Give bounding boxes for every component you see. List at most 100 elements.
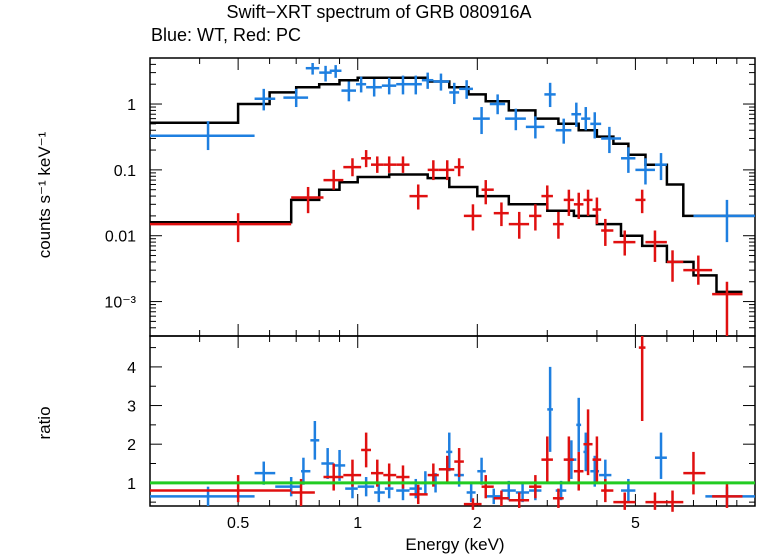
spectrum-point-pc (573, 192, 584, 219)
model-line-wt (150, 76, 755, 218)
spectrum-point-wt (254, 88, 276, 111)
spectrum-point-wt (355, 76, 367, 93)
spectrum-point-pc (613, 230, 636, 256)
ratio-point-pc (563, 436, 574, 483)
ratio-point-pc (683, 451, 706, 495)
spectrum-point-pc (361, 150, 372, 168)
spectrum-point-wt (590, 112, 602, 139)
spectrum-point-wt (421, 72, 434, 89)
spectrum-point-wt (555, 118, 572, 144)
spectrum-point-wt (449, 82, 460, 105)
spectrum-panel-frame (149, 57, 756, 337)
spectrum-point-wt (305, 62, 320, 75)
spectrum-point-pc (645, 230, 667, 262)
spectrum-point-pc (454, 158, 464, 177)
ratio-panel-frame (149, 335, 756, 507)
ratio-point-wt (446, 432, 453, 472)
ratio-panel (149, 335, 756, 507)
ratio-point-pc (323, 463, 344, 491)
chart-subtitle: Blue: WT, Red: PC (151, 25, 302, 45)
spectrum-point-pc (343, 158, 362, 177)
spectrum-point-pc (601, 218, 614, 246)
tick-labels: 0.5 1 2 5 1 0.1 0.01 10⁻³ 1 2 3 4 (104, 97, 640, 532)
ratio-point-pc (454, 448, 464, 478)
spectrum-point-wt (525, 116, 545, 139)
x-axis-label: Energy (keV) (405, 535, 504, 554)
spectrum-point-wt (381, 77, 397, 95)
spectrum-point-wt (319, 65, 332, 82)
spectrum-point-pc (409, 184, 428, 210)
spectrum-point-wt (544, 82, 556, 108)
spectrum-point-wt (571, 102, 582, 127)
ratio-point-wt (333, 449, 346, 481)
spectrum-point-pc (541, 185, 553, 210)
spectrum-point-pc (666, 250, 684, 282)
spectrum-point-wt (150, 121, 255, 151)
ratio-point-pc (541, 436, 553, 483)
y-tick-label-spectrum: 0.1 (114, 163, 136, 180)
spectrum-point-wt (396, 75, 410, 95)
ratio-point-pc (666, 490, 684, 512)
spectrum-point-pc (463, 204, 482, 231)
spectrum-point-pc (396, 156, 410, 173)
ratio-point-wt (310, 421, 320, 460)
y-tick-label-spectrum: 10⁻³ (104, 295, 136, 312)
spectrum-point-pc (683, 255, 713, 285)
spectrum-point-pc (291, 186, 324, 214)
spectrum-point-pc (635, 189, 646, 214)
ratio-point-pc (638, 336, 646, 421)
spectrum-point-pc (438, 160, 455, 181)
y-tick-label-ratio: 1 (127, 476, 136, 493)
spectrum-point-pc (583, 189, 593, 216)
spectrum-point-pc (592, 197, 602, 225)
ratio-point-wt (301, 457, 311, 485)
spectrum-point-wt (459, 80, 473, 99)
ratio-point-pc (613, 492, 636, 510)
spectrum-point-wt (366, 78, 382, 97)
ratio-point-wt (477, 457, 486, 485)
spectrum-point-wt (635, 158, 655, 185)
y-tick-label-ratio: 3 (127, 399, 136, 416)
spectrum-point-wt (654, 153, 667, 181)
x-tick-label: 0.5 (227, 515, 249, 532)
ratio-point-pc (396, 465, 410, 489)
spectrum-point-pc (712, 281, 743, 336)
ratio-point-wt (374, 482, 385, 503)
spectrum-point-wt (489, 94, 506, 115)
x-tick-label: 2 (473, 515, 482, 532)
spectrum-panel (149, 57, 756, 506)
ratio-point-pc (409, 484, 428, 505)
ratio-point-pc (438, 455, 455, 483)
ratio-data (150, 336, 755, 512)
ratio-point-pc (508, 492, 530, 508)
ratio-point-pc (712, 482, 743, 508)
ratio-point-pc (493, 490, 509, 506)
y-tick-label-spectrum: 0.01 (105, 229, 136, 246)
spectrum-point-pc (508, 211, 530, 239)
y-tick-label-ratio: 2 (127, 437, 136, 454)
ratio-point-pc (645, 492, 667, 510)
spectrum-point-wt (505, 108, 526, 131)
ratio-point-wt (547, 366, 553, 452)
spectrum-point-wt (283, 88, 309, 108)
y-axis-label-ratio: ratio (35, 406, 54, 439)
y-tick-label-spectrum: 1 (127, 97, 136, 114)
spectrum-point-pc (371, 156, 384, 173)
spectrum-point-pc (552, 211, 564, 239)
x-tick-label: 1 (353, 515, 362, 532)
ratio-point-wt (576, 397, 582, 452)
spectrum-point-wt (693, 199, 755, 243)
ratio-point-pc (463, 498, 482, 510)
ratio-point-wt (357, 477, 375, 497)
ratio-point-wt (654, 432, 667, 479)
ratio-point-pc (552, 488, 564, 508)
y-tick-label-ratio: 4 (127, 360, 136, 377)
spectrum-point-pc (150, 213, 292, 243)
spectrum-point-wt (472, 107, 490, 135)
ratio-point-wt (466, 482, 476, 503)
spectrum-point-wt (621, 147, 636, 173)
ratio-point-pc (150, 475, 292, 503)
x-tick-label: 5 (631, 515, 640, 532)
spectrum-point-pc (323, 169, 344, 190)
